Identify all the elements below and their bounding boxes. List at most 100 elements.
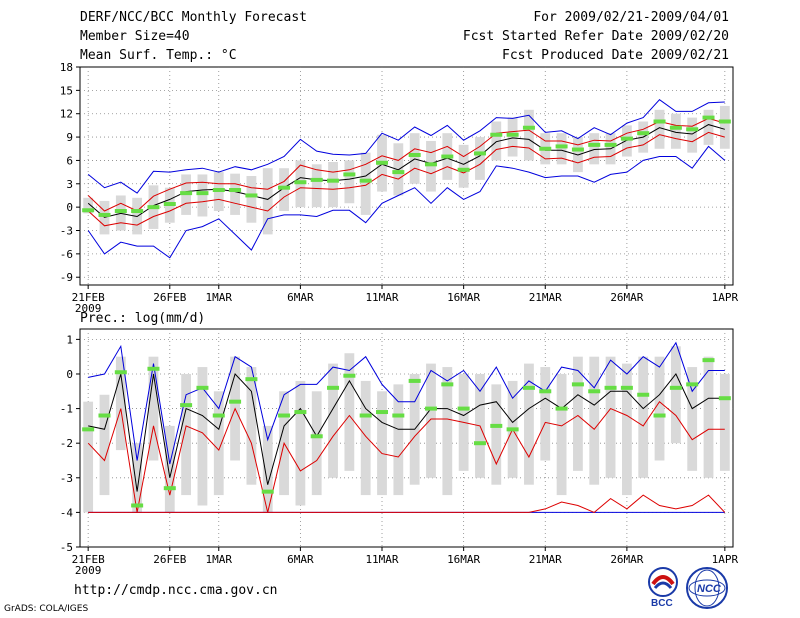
observed-marker <box>82 427 95 432</box>
observed-marker <box>196 385 209 390</box>
observed-marker <box>506 427 519 432</box>
y-tick-label: 0 <box>66 201 73 214</box>
observed-marker <box>441 382 454 387</box>
spread-box <box>719 105 730 149</box>
y-tick-label: -3 <box>60 225 73 238</box>
observed-marker <box>229 399 242 404</box>
y-tick-label: 12 <box>60 108 73 121</box>
spread-box <box>442 367 453 496</box>
observed-marker <box>278 413 291 418</box>
spread-box <box>262 168 273 235</box>
observed-marker <box>294 180 307 185</box>
spread-box <box>426 363 436 478</box>
bcc-logo: BCC <box>643 566 687 612</box>
observed-marker <box>539 146 552 151</box>
observed-marker <box>718 396 731 401</box>
spread-box <box>573 356 583 471</box>
observed-marker <box>98 212 111 217</box>
observed-marker <box>457 167 470 172</box>
website-url[interactable]: http://cmdp.ncc.cma.gov.cn <box>74 583 278 598</box>
observed-marker <box>424 162 437 167</box>
observed-marker <box>114 209 127 214</box>
x-tick-label: 26FEB <box>153 291 186 304</box>
spread-box <box>524 109 534 161</box>
y-tick-label: 6 <box>66 154 73 167</box>
x-tick-label: 1APR <box>712 291 739 304</box>
x-tick-label: 11MAR <box>365 553 398 566</box>
observed-marker <box>702 358 715 363</box>
observed-marker <box>490 132 503 137</box>
observed-marker <box>653 413 666 418</box>
observed-marker <box>392 413 405 418</box>
observed-marker <box>702 115 715 120</box>
plot-frame <box>79 66 734 286</box>
spread-box <box>99 394 110 496</box>
observed-marker <box>522 125 535 130</box>
y-tick-label: -1 <box>60 403 73 416</box>
spread-box <box>605 356 616 478</box>
observed-marker <box>457 406 470 411</box>
observed-marker <box>359 178 372 183</box>
observed-marker <box>522 385 535 390</box>
observed-marker <box>310 434 323 439</box>
spread-box <box>246 176 257 223</box>
observed-marker <box>571 147 584 152</box>
spread-box <box>556 373 567 496</box>
observed-marker <box>555 144 568 149</box>
observed-marker <box>180 403 193 408</box>
series-upper-envelope <box>87 99 725 194</box>
spread-box <box>328 161 338 208</box>
observed-marker <box>82 208 95 213</box>
spread-box <box>687 367 698 471</box>
observed-marker <box>669 385 682 390</box>
observed-marker <box>376 160 389 165</box>
observed-marker <box>637 131 650 136</box>
year-label: 2009 <box>75 564 102 577</box>
series-ensemble-mean <box>87 124 725 218</box>
y-tick-label: 15 <box>60 84 73 97</box>
spread-box <box>589 133 600 165</box>
variable-label: Mean Surf. Temp.: °C <box>80 48 237 63</box>
observed-marker <box>637 392 650 397</box>
spread-box <box>181 373 192 496</box>
spread-box <box>703 356 714 478</box>
observed-marker <box>278 185 291 190</box>
series-lower-extreme <box>88 494 726 513</box>
x-tick-label: 1APR <box>712 553 739 566</box>
observed-marker <box>245 377 258 382</box>
spread-box <box>360 380 371 496</box>
observed-marker <box>131 503 144 508</box>
y-tick-label: -3 <box>60 472 73 485</box>
spread-box <box>230 173 240 215</box>
spread-box <box>328 363 338 478</box>
observed-marker <box>327 178 340 183</box>
observed-marker <box>669 125 682 130</box>
series-upper-spread <box>87 117 725 212</box>
spread-box <box>115 356 126 451</box>
x-tick-label: 21MAR <box>529 291 562 304</box>
spread-box <box>246 367 257 485</box>
series-lower-envelope <box>87 145 726 259</box>
chart-title: DERF/NCC/BCC Monthly Forecast <box>80 10 307 25</box>
prec-panel-title: Prec.: log(mm/d) <box>80 311 205 326</box>
observed-marker <box>245 193 258 198</box>
y-tick-label: -2 <box>60 437 73 450</box>
observed-marker <box>620 136 633 141</box>
y-tick-label: 3 <box>66 178 73 191</box>
x-tick-label: 26FEB <box>153 553 186 566</box>
observed-marker <box>196 191 209 196</box>
x-tick-label: 16MAR <box>447 291 480 304</box>
observed-marker <box>180 191 193 196</box>
observed-marker <box>343 373 356 378</box>
observed-marker <box>686 127 699 132</box>
spread-box <box>197 367 208 506</box>
spread-box <box>589 356 600 485</box>
spread-box <box>132 443 143 513</box>
spread-box <box>360 152 371 215</box>
observed-marker <box>408 152 421 157</box>
observed-marker <box>229 188 242 193</box>
observed-marker <box>473 441 486 446</box>
x-tick-label: 6MAR <box>287 553 314 566</box>
x-tick-label: 1MAR <box>206 291 233 304</box>
observed-marker <box>163 202 176 207</box>
